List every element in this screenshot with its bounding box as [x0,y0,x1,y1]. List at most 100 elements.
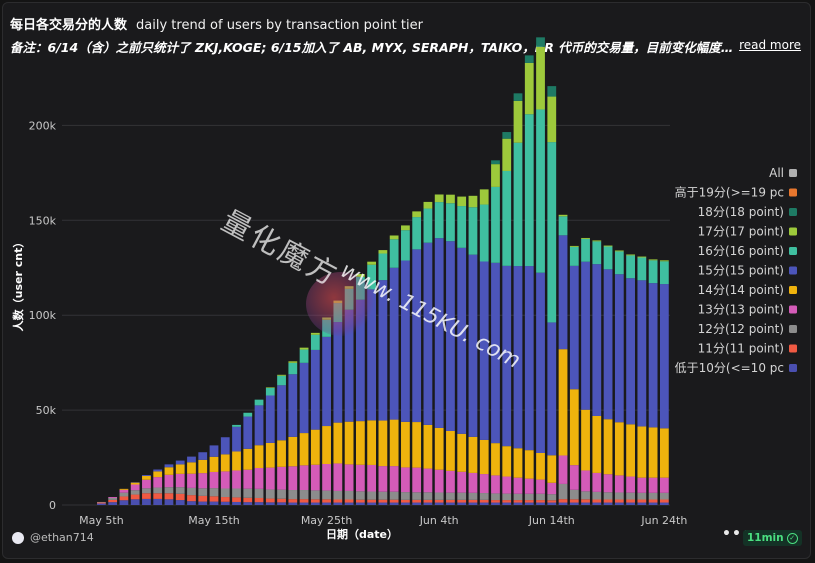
bar-segment[interactable] [299,502,309,505]
bar-segment[interactable] [434,499,444,503]
bar-segment[interactable] [355,502,365,505]
bar-segment[interactable] [299,347,309,350]
bar-segment[interactable] [637,492,647,500]
bar-segment[interactable] [277,374,286,376]
bar-segment[interactable] [614,422,624,476]
bar-segment[interactable] [97,501,106,503]
bar-segment[interactable] [243,488,253,498]
refresh-time-badge[interactable]: 11min ✓ [743,530,802,546]
bar-segment[interactable] [491,500,500,503]
bar-segment[interactable] [119,492,129,497]
bar-segment[interactable] [581,499,590,503]
bar-segment[interactable] [569,502,579,505]
bar-stack[interactable] [592,240,602,505]
bar-segment[interactable] [524,266,534,451]
bar-segment[interactable] [614,274,624,423]
bar-segment[interactable] [637,499,647,503]
bar-segment[interactable] [468,254,478,437]
bar-segment[interactable] [254,445,264,468]
bar-segment[interactable] [648,260,658,284]
legend-item[interactable]: 14分(14 point) [698,283,797,297]
bar-segment[interactable] [659,492,669,500]
bar-stack[interactable] [153,469,163,505]
bar-segment[interactable] [310,502,320,505]
bar-segment[interactable] [401,421,410,468]
bar-segment[interactable] [310,490,320,500]
bar-segment[interactable] [547,86,557,97]
bar-segment[interactable] [648,427,658,478]
bar-segment[interactable] [581,491,590,500]
bar-segment[interactable] [209,496,219,502]
bar-segment[interactable] [479,493,489,500]
bar-stack[interactable] [265,387,275,505]
bar-segment[interactable] [232,451,241,471]
bar-segment[interactable] [243,412,253,417]
bar-segment[interactable] [558,214,568,217]
bar-segment[interactable] [626,492,635,500]
bar-segment[interactable] [389,267,399,420]
bar-segment[interactable] [479,502,489,505]
bar-segment[interactable] [637,502,647,505]
bar-segment[interactable] [626,476,635,493]
bar-segment[interactable] [277,466,286,490]
bar-segment[interactable] [355,274,365,277]
bar-stack[interactable] [130,482,140,505]
bar-segment[interactable] [232,488,241,498]
bar-segment[interactable] [322,426,331,464]
bar-segment[interactable] [265,442,275,468]
bar-segment[interactable] [288,502,298,505]
bar-segment[interactable] [603,246,613,270]
bar-segment[interactable] [322,490,331,500]
bar-segment[interactable] [637,257,647,281]
bar-segment[interactable] [457,433,467,472]
bar-segment[interactable] [367,261,377,265]
bar-segment[interactable] [569,265,579,390]
legend-item[interactable]: 12分(12 point) [698,322,797,336]
bar-stack[interactable] [389,235,399,505]
legend-item[interactable]: 17分(17 point) [698,225,797,239]
bar-segment[interactable] [412,492,422,500]
bar-segment[interactable] [558,216,568,236]
bar-segment[interactable] [322,464,331,491]
bar-segment[interactable] [310,499,320,503]
bar-segment[interactable] [581,470,590,492]
bar-segment[interactable] [524,55,534,63]
bar-segment[interactable] [592,240,602,242]
bar-segment[interactable] [446,470,455,493]
bar-segment[interactable] [558,235,568,350]
bar-segment[interactable] [457,502,467,505]
bar-segment[interactable] [232,424,241,427]
bar-segment[interactable] [569,246,579,266]
bar-segment[interactable] [355,491,365,500]
bar-segment[interactable] [547,500,557,503]
bar-segment[interactable] [659,260,669,262]
bar-segment[interactable] [344,309,354,422]
bar-segment[interactable] [513,477,523,494]
bar-segment[interactable] [558,502,568,505]
bar-segment[interactable] [220,501,230,505]
bar-segment[interactable] [457,492,467,500]
bar-segment[interactable] [423,242,433,425]
bar-segment[interactable] [355,299,365,422]
bar-segment[interactable] [389,235,399,240]
bar-segment[interactable] [536,479,545,494]
bar-segment[interactable] [581,261,590,410]
bar-segment[interactable] [265,387,275,396]
bar-segment[interactable] [614,251,624,275]
bar-segment[interactable] [412,502,422,505]
bar-segment[interactable] [310,332,320,335]
bar-segment[interactable] [254,399,264,406]
bar-segment[interactable] [288,374,298,437]
bar-segment[interactable] [401,225,410,231]
bar-segment[interactable] [119,488,129,490]
bar-segment[interactable] [502,476,512,494]
bar-segment[interactable] [288,499,298,503]
bar-segment[interactable] [164,474,174,488]
bar-segment[interactable] [401,492,410,500]
bar-segment[interactable] [603,269,613,420]
bar-segment[interactable] [502,446,512,477]
bar-segment[interactable] [355,499,365,503]
bar-segment[interactable] [592,415,602,473]
bar-segment[interactable] [97,502,106,504]
bar-segment[interactable] [220,454,230,472]
